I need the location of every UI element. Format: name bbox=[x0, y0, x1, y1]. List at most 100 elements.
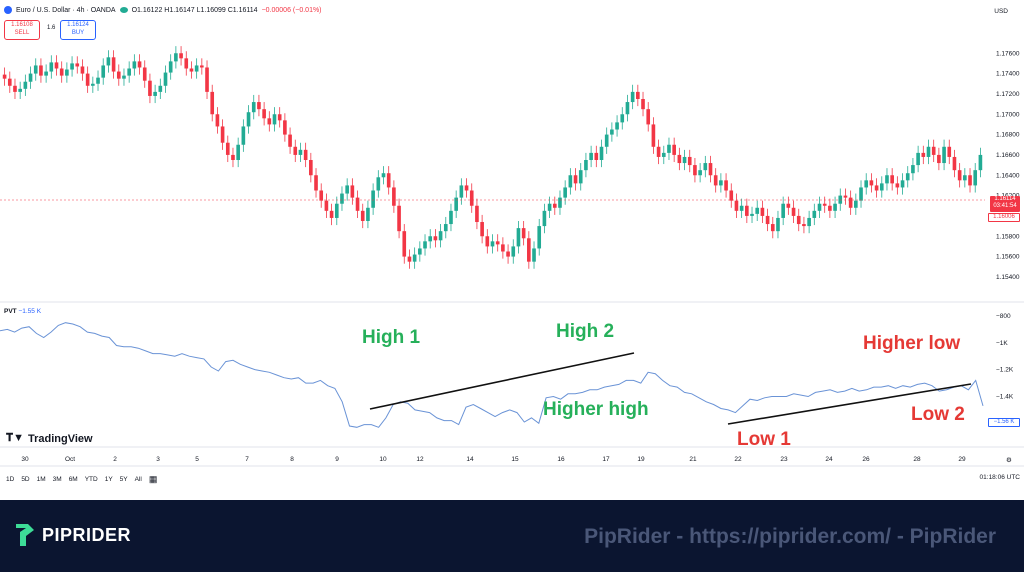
currency-label[interactable]: USD bbox=[994, 8, 1008, 15]
settings-gear-icon: ⚙ bbox=[1006, 456, 1012, 464]
tf-3m[interactable]: 3M bbox=[52, 476, 62, 483]
candle-body bbox=[469, 190, 474, 206]
tf-5d[interactable]: 5D bbox=[21, 476, 30, 483]
candle-body bbox=[703, 163, 708, 171]
current-price-tag: 1.16114 03:41:54 bbox=[990, 196, 1020, 212]
candle-body bbox=[537, 226, 542, 249]
candle-body bbox=[293, 146, 298, 155]
price-tick-label: 1.16400 bbox=[996, 172, 1020, 179]
candle-body bbox=[210, 91, 215, 115]
chart-area[interactable]: 1.17600 1.17400 1.17200 1.17000 1.16800 1.166… bbox=[0, 0, 1024, 500]
candle-body bbox=[765, 215, 770, 225]
time-tick-label: 19 bbox=[637, 456, 645, 463]
euro-flag-icon bbox=[4, 6, 12, 14]
symbol-title[interactable]: Euro / U.S. Dollar · 4h · OANDA bbox=[16, 6, 116, 14]
candle-body bbox=[298, 149, 303, 155]
time-tick-label: 22 bbox=[734, 456, 742, 463]
candle-body bbox=[28, 73, 33, 82]
time-tick-label: 2 bbox=[113, 456, 117, 463]
tf-1m[interactable]: 1M bbox=[36, 476, 46, 483]
candle-body bbox=[137, 61, 142, 68]
price-change: −0.00006 (−0.01%) bbox=[261, 6, 322, 14]
candle-body bbox=[812, 210, 817, 218]
buy-button[interactable]: 1.16124 BUY bbox=[60, 20, 96, 40]
candle-body bbox=[397, 205, 401, 232]
brand-name: PIPRIDER bbox=[42, 524, 132, 545]
tradingview-logo[interactable]: 𝐓▼ TradingView bbox=[6, 432, 93, 445]
sell-button[interactable]: 1.16108 SELL bbox=[4, 20, 40, 40]
tf-5y[interactable]: 5Y bbox=[119, 476, 128, 483]
tf-all[interactable]: All bbox=[134, 476, 142, 483]
pvt-legend[interactable]: PVT −1.55 K bbox=[4, 308, 41, 315]
candle-body bbox=[527, 238, 531, 262]
pvt-name: PVT bbox=[4, 308, 17, 315]
candle-body bbox=[516, 228, 521, 247]
piprider-brand[interactable]: PIPRIDER bbox=[14, 522, 131, 548]
tf-1d[interactable]: 1D bbox=[6, 476, 15, 483]
candle-body bbox=[215, 114, 220, 127]
candle-body bbox=[85, 73, 90, 86]
candle-body bbox=[329, 210, 334, 218]
chart-svg[interactable]: 1.17600 1.17400 1.17200 1.17000 1.16800 1.166… bbox=[0, 0, 1024, 500]
candle-body bbox=[885, 175, 889, 184]
candle-body bbox=[272, 114, 277, 125]
annotation-low-2: Low 2 bbox=[911, 404, 965, 425]
time-tick-label: 23 bbox=[780, 456, 788, 463]
candle-body bbox=[501, 244, 505, 252]
price-tick-label: 1.16800 bbox=[996, 132, 1020, 139]
candle-body bbox=[153, 91, 157, 96]
candle-body bbox=[578, 170, 583, 184]
price-tick-label: 1.17000 bbox=[996, 111, 1020, 118]
candle-body bbox=[869, 180, 874, 186]
candle-body bbox=[625, 102, 630, 115]
candle-body bbox=[854, 200, 858, 208]
candle-body bbox=[423, 241, 427, 249]
candle-body bbox=[573, 175, 578, 184]
tf-6m[interactable]: 6M bbox=[68, 476, 78, 483]
piprider-logo-icon bbox=[16, 524, 34, 546]
candle-body bbox=[142, 67, 147, 81]
candle-body bbox=[438, 231, 443, 241]
timeframe-bar: 1D 5D 1M 3M 6M YTD 1Y 5Y All ▦ bbox=[6, 474, 157, 485]
price-axis: 1.17600 1.17400 1.17200 1.17000 1.16800 1.166… bbox=[996, 50, 1020, 281]
candle-body bbox=[672, 144, 676, 155]
candle-body bbox=[750, 213, 754, 216]
candle-body bbox=[80, 66, 85, 74]
candle-body bbox=[464, 185, 469, 191]
price-tick-label: 1.15800 bbox=[996, 233, 1020, 240]
candle-body bbox=[615, 122, 619, 130]
candle-body bbox=[443, 224, 448, 232]
time-tick-label: 26 bbox=[862, 456, 870, 463]
clock-utc[interactable]: 01:18:06 UTC bbox=[979, 474, 1020, 481]
time-tick-label: 28 bbox=[913, 456, 921, 463]
candle-body bbox=[283, 120, 287, 135]
candle-body bbox=[262, 109, 266, 119]
candle-body bbox=[314, 175, 318, 191]
candle-body bbox=[23, 81, 28, 89]
date-range-icon[interactable]: ▦ bbox=[148, 474, 158, 484]
candle-body bbox=[957, 170, 962, 181]
candle-body bbox=[708, 163, 713, 176]
time-tick-label: 16 bbox=[557, 456, 565, 463]
candle-body bbox=[65, 69, 69, 76]
annotation-high-2: High 2 bbox=[556, 321, 615, 342]
pvt-tick-label: −800 bbox=[996, 313, 1011, 320]
candle-body bbox=[926, 146, 931, 157]
candle-body bbox=[122, 75, 126, 79]
tf-ytd[interactable]: YTD bbox=[84, 476, 98, 483]
candle-body bbox=[864, 180, 869, 188]
candle-body bbox=[54, 62, 59, 69]
candle-body bbox=[345, 185, 349, 194]
candle-body bbox=[402, 231, 407, 257]
candle-body bbox=[636, 91, 640, 99]
trendline-highs bbox=[369, 352, 635, 410]
candle-body bbox=[174, 53, 178, 62]
candle-body bbox=[319, 190, 324, 201]
tf-1y[interactable]: 1Y bbox=[104, 476, 113, 483]
buy-label: BUY bbox=[71, 30, 85, 36]
buy-price: 1.16124 bbox=[67, 22, 89, 28]
pvt-axis: −800−1K−1.2K−1.4K−1.6K bbox=[996, 313, 1014, 427]
candle-body bbox=[584, 160, 588, 171]
candle-body bbox=[776, 217, 780, 232]
candle-body bbox=[781, 203, 785, 218]
